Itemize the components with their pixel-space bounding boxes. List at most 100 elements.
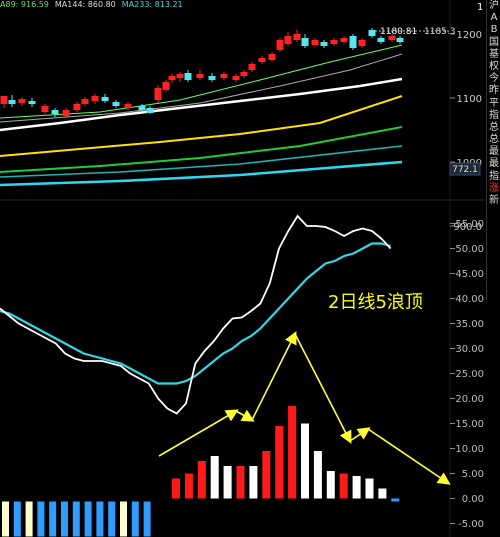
candle (112, 100, 120, 108)
candle-body (18, 99, 26, 103)
neg-histogram-bar (143, 501, 151, 537)
candle (320, 40, 328, 48)
candle (396, 36, 404, 44)
candle-body (168, 76, 176, 80)
histogram-bar (172, 478, 180, 499)
y-tick-label: 25.00 (455, 369, 484, 380)
y-tick-label: 15.00 (455, 419, 484, 430)
wave-arrow (367, 428, 451, 485)
candle (18, 97, 26, 106)
side-label-1: A (490, 12, 498, 24)
y-tick-label: 5.00 (462, 469, 484, 480)
candle-body (276, 40, 284, 50)
candle (154, 85, 162, 103)
neg-histogram-bar (108, 501, 116, 537)
candle-body (124, 104, 132, 108)
side-label-3: 国 (489, 36, 499, 48)
candle (184, 70, 192, 82)
y-tick-label: 0.00 (462, 494, 484, 505)
candle (176, 72, 184, 82)
candle (311, 38, 319, 47)
ma-short-gray (0, 53, 403, 123)
low-price-box (449, 162, 481, 176)
y-tick-label: 45.00 (455, 269, 484, 280)
candle-body (91, 96, 99, 101)
side-label-8: 平 (489, 97, 499, 109)
histogram-bar (313, 451, 322, 499)
candle (232, 74, 240, 82)
candle-body (268, 54, 276, 60)
candle-body (396, 38, 404, 42)
side-label-14: 指 (489, 170, 499, 182)
d-line (0, 242, 391, 385)
candle (293, 30, 301, 42)
low-price-label: 772.1 (452, 165, 478, 175)
candle-body (73, 104, 81, 110)
histogram-bar (391, 498, 400, 502)
candle-body (81, 99, 89, 104)
candle (28, 98, 36, 107)
neg-histogram-bar (49, 501, 57, 537)
histogram-bar (365, 478, 374, 499)
side-label-10: 总 (489, 121, 499, 133)
histogram-bar (378, 488, 387, 499)
ma-teal (0, 145, 403, 178)
neg-histogram-bar (96, 501, 104, 537)
side-label-11: 总 (489, 134, 499, 146)
ma-header: A89: 916.59 MA144: 860.80 MA233: 813.21 (0, 0, 485, 9)
histogram-bar (288, 406, 297, 499)
candle-body (240, 72, 248, 76)
histogram-bar (275, 426, 284, 499)
y-tick-label: 10.00 (455, 444, 484, 455)
histogram-bar (301, 423, 309, 499)
candle-body (196, 74, 204, 78)
candle-body (220, 74, 228, 78)
side-label-16: 新 (489, 195, 499, 206)
histogram-bar (184, 473, 193, 499)
candle (196, 70, 204, 80)
histogram-bar (249, 466, 258, 499)
neg-histogram-bar (37, 501, 45, 537)
candle (51, 108, 59, 117)
chart-canvas: 120011001000900.01185.31180.811772.155.0… (0, 0, 486, 537)
y-tick-label: 55.00 (455, 219, 484, 230)
candle-body (41, 106, 49, 112)
candle (0, 96, 8, 108)
neg-histogram-bar (61, 501, 68, 537)
wave-arrow (158, 409, 239, 457)
ma-short-green (0, 44, 403, 119)
ma-legend-0: A89: 916.59 (0, 0, 49, 9)
candle-body (232, 76, 240, 80)
candle-body (258, 58, 266, 62)
candle-body (293, 34, 301, 40)
candle (220, 72, 228, 80)
histogram-bar (339, 473, 348, 499)
candle-body (340, 38, 348, 42)
y-tick-label: 50.00 (455, 244, 484, 255)
candle (124, 102, 132, 110)
candle-body (284, 36, 292, 44)
ma-yellow (0, 95, 403, 157)
y-tick-label: 30.00 (455, 344, 484, 355)
candle (388, 34, 396, 42)
side-label-4: 基 (489, 48, 499, 60)
candle-body (101, 97, 109, 101)
candle (301, 34, 309, 48)
candle-body (176, 74, 184, 78)
high-price-label: 1180.81 (380, 27, 417, 37)
histogram-bar (352, 476, 361, 499)
neg-histogram-bar (84, 501, 92, 537)
candle (8, 95, 16, 107)
candle (284, 32, 292, 46)
candle-body (388, 36, 396, 40)
candle-body (51, 110, 59, 114)
y-tick-label: -5.00 (458, 519, 484, 530)
candle-body (8, 100, 16, 104)
histogram-bar (223, 466, 232, 499)
histogram-bar (197, 461, 206, 499)
candle-body (368, 30, 376, 36)
candle (358, 38, 366, 48)
